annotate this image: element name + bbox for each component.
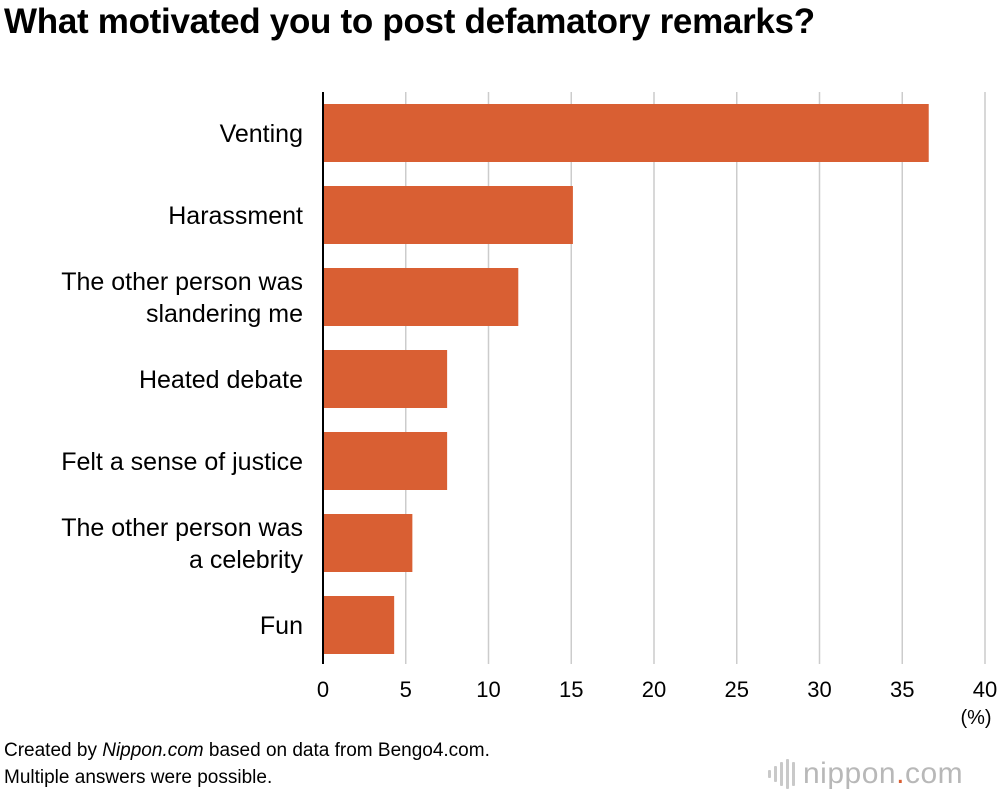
- x-tick-label: 40: [973, 677, 997, 702]
- source-line: Created by Nippon.com based on data from…: [4, 740, 490, 761]
- bar: [323, 186, 573, 244]
- category-label: Fun: [260, 612, 303, 640]
- source-site: Nippon.com: [102, 740, 204, 761]
- category-labels: Venting Harassment The other person was sla…: [61, 120, 303, 640]
- x-tick-labels: 0 5 10 15 20 25 30 35 40: [317, 677, 997, 702]
- x-tick-label: 0: [317, 677, 329, 702]
- category-label: The other person was: [61, 514, 303, 542]
- source-note: Created by Nippon.com based on data from…: [4, 737, 490, 791]
- bar: [323, 514, 413, 572]
- bars: [323, 104, 929, 654]
- x-tick-label: 10: [476, 677, 500, 702]
- x-tick-label: 15: [559, 677, 583, 702]
- category-label: Harassment: [168, 202, 303, 230]
- sound-bars-icon: [768, 759, 795, 789]
- multiple-answers-note: Multiple answers were possible.: [4, 767, 273, 788]
- category-label: a celebrity: [189, 546, 303, 574]
- bar: [323, 432, 448, 490]
- nippon-logo: nippon.com: [768, 757, 963, 791]
- bar: [323, 596, 395, 654]
- category-label: Venting: [220, 120, 303, 148]
- bar: [323, 350, 448, 408]
- x-tick-label: 30: [807, 677, 831, 702]
- x-tick-label: 20: [642, 677, 666, 702]
- category-label: slandering me: [146, 300, 303, 328]
- category-label: Heated debate: [139, 366, 303, 394]
- x-tick-label: 5: [400, 677, 412, 702]
- x-unit-label: (%): [960, 707, 991, 729]
- x-tick-label: 35: [890, 677, 914, 702]
- bar: [323, 104, 929, 162]
- bar: [323, 268, 519, 326]
- chart-title: What motivated you to post defamatory re…: [4, 2, 815, 41]
- category-label: Felt a sense of justice: [61, 448, 303, 476]
- grid-lines: [405, 92, 986, 664]
- x-tick-label: 25: [725, 677, 749, 702]
- logo-wordmark: nippon.com: [803, 757, 964, 790]
- category-label: The other person was: [61, 268, 303, 296]
